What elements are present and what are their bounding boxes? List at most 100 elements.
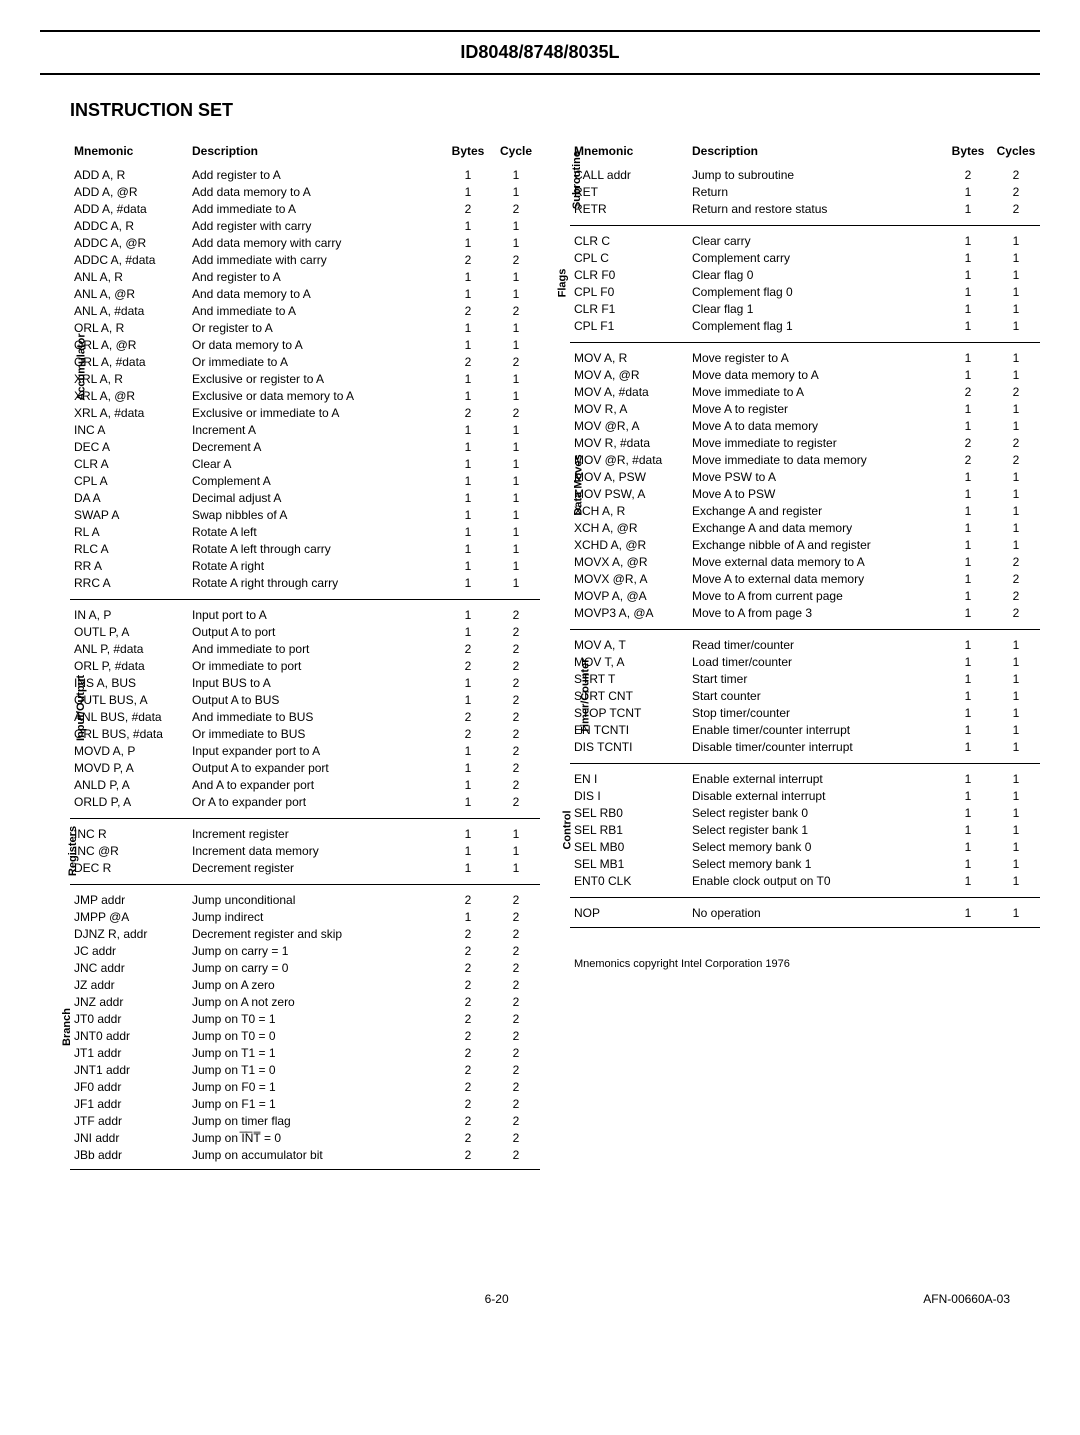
bytes-cell: 1 — [444, 776, 492, 793]
bytes-cell: 1 — [444, 217, 492, 234]
section-block: AccumulatorMnemonicDescriptionBytesCycle… — [70, 136, 540, 597]
mnemonic-cell: ADD A, @R — [70, 183, 188, 200]
table-row: INC @RIncrement data memory11 — [70, 842, 540, 859]
cycles-cell: 1 — [492, 489, 540, 506]
table-row: MOV A, TRead timer/counter11 — [570, 636, 1040, 653]
table-row: XCH A, RExchange A and register11 — [570, 502, 1040, 519]
mnemonic-cell: CPL A — [70, 472, 188, 489]
description-cell: Read timer/counter — [688, 636, 944, 653]
description-cell: Move data memory to A — [688, 366, 944, 383]
bytes-cell: 2 — [444, 993, 492, 1010]
bytes-cell: 1 — [444, 336, 492, 353]
cycles-cell: 1 — [992, 366, 1040, 383]
table-row: CPL AComplement A11 — [70, 472, 540, 489]
description-cell: Clear A — [188, 455, 444, 472]
bytes-cell: 1 — [944, 670, 992, 687]
mnemonic-cell: INC R — [70, 825, 188, 842]
description-cell: Move PSW to A — [688, 468, 944, 485]
bytes-cell: 1 — [944, 770, 992, 787]
table-row: MOV R, AMove A to register11 — [570, 400, 1040, 417]
description-cell: Jump on A zero — [188, 976, 444, 993]
mnemonic-cell: CPL F1 — [570, 317, 688, 334]
cycles-cell: 2 — [492, 606, 540, 623]
mnemonic-cell: ENT0 CLK — [570, 872, 688, 889]
section-label: Registers — [67, 825, 79, 875]
bytes-cell: 2 — [444, 251, 492, 268]
bytes-cell: 2 — [444, 1044, 492, 1061]
table-row: JNI addrJump on I̅N̅T̅ = 022 — [70, 1129, 540, 1146]
bytes-cell: 1 — [944, 636, 992, 653]
mnemonic-cell: MOV @R, A — [570, 417, 688, 434]
mnemonic-cell: DEC A — [70, 438, 188, 455]
bytes-cell: 1 — [944, 872, 992, 889]
table-row: JC addrJump on carry = 122 — [70, 942, 540, 959]
column-header: Description — [188, 142, 444, 166]
bytes-cell: 1 — [944, 536, 992, 553]
description-cell: Enable timer/counter interrupt — [688, 721, 944, 738]
cycles-cell: 2 — [492, 353, 540, 370]
section-block: RegistersINC RIncrement register11INC @R… — [70, 818, 540, 882]
mnemonic-cell: ORL A, @R — [70, 336, 188, 353]
description-cell: Rotate A right through carry — [188, 574, 444, 591]
table-row: JBb addrJump on accumulator bit22 — [70, 1146, 540, 1163]
bytes-cell: 1 — [444, 166, 492, 183]
cycles-cell: 1 — [992, 266, 1040, 283]
description-cell: Jump on A not zero — [188, 993, 444, 1010]
mnemonic-cell: ORL P, #data — [70, 657, 188, 674]
table-row: STRT TStart timer11 — [570, 670, 1040, 687]
table-row: ORL A, #dataOr immediate to A22 — [70, 353, 540, 370]
mnemonic-cell: ANL A, R — [70, 268, 188, 285]
section-label: Control — [562, 810, 574, 849]
description-cell: Rotate A right — [188, 557, 444, 574]
bytes-cell: 1 — [944, 485, 992, 502]
description-cell: And A to expander port — [188, 776, 444, 793]
table-row: CLR CClear carry11 — [570, 232, 1040, 249]
description-cell: Add register to A — [188, 166, 444, 183]
bytes-cell: 1 — [944, 904, 992, 921]
mnemonic-cell: ORL A, R — [70, 319, 188, 336]
description-cell: Enable clock output on T0 — [688, 872, 944, 889]
right-column: SubroutineMnemonicDescriptionBytesCycles… — [570, 136, 1040, 1172]
bytes-cell: 1 — [444, 859, 492, 876]
mnemonic-cell: XCH A, R — [570, 502, 688, 519]
description-cell: Or immediate to port — [188, 657, 444, 674]
chip-title: ID8048/8748/8035L — [40, 42, 1040, 63]
cycles-cell: 1 — [992, 904, 1040, 921]
bytes-cell: 1 — [944, 570, 992, 587]
mnemonic-cell: MOV PSW, A — [570, 485, 688, 502]
mnemonic-cell: CLR F0 — [570, 266, 688, 283]
bytes-cell: 2 — [444, 891, 492, 908]
mnemonic-cell: JC addr — [70, 942, 188, 959]
section-block: SubroutineMnemonicDescriptionBytesCycles… — [570, 136, 1040, 223]
mnemonic-cell: MOVP A, @A — [570, 587, 688, 604]
bytes-cell: 2 — [444, 1095, 492, 1112]
description-cell: Enable external interrupt — [688, 770, 944, 787]
cycles-cell: 2 — [992, 166, 1040, 183]
cycles-cell: 1 — [492, 523, 540, 540]
bytes-cell: 1 — [944, 687, 992, 704]
cycles-cell: 2 — [492, 200, 540, 217]
mnemonic-cell: RR A — [70, 557, 188, 574]
table-row: JF0 addrJump on F0 = 122 — [70, 1078, 540, 1095]
mnemonic-cell: JNC addr — [70, 959, 188, 976]
cycles-cell: 1 — [992, 636, 1040, 653]
bytes-cell: 2 — [444, 200, 492, 217]
header-rule-top — [40, 30, 1040, 32]
cycles-cell: 1 — [992, 502, 1040, 519]
cycles-cell: 2 — [492, 1010, 540, 1027]
table-row: ORL A, ROr register to A11 — [70, 319, 540, 336]
table-row: DIS IDisable external interrupt11 — [570, 787, 1040, 804]
table-row: XCH A, @RExchange A and data memory11 — [570, 519, 1040, 536]
bytes-cell: 2 — [944, 166, 992, 183]
description-cell: Input expander port to A — [188, 742, 444, 759]
mnemonic-cell: JNT1 addr — [70, 1061, 188, 1078]
mnemonic-cell: ADDC A, R — [70, 217, 188, 234]
column-header: Cycles — [992, 142, 1040, 166]
bytes-cell: 2 — [444, 708, 492, 725]
cycles-cell: 1 — [992, 283, 1040, 300]
cycles-cell: 1 — [992, 249, 1040, 266]
table-row: MOV A, #dataMove immediate to A22 — [570, 383, 1040, 400]
cycles-cell: 2 — [492, 1061, 540, 1078]
description-cell: Or A to expander port — [188, 793, 444, 810]
mnemonic-cell: ADD A, R — [70, 166, 188, 183]
